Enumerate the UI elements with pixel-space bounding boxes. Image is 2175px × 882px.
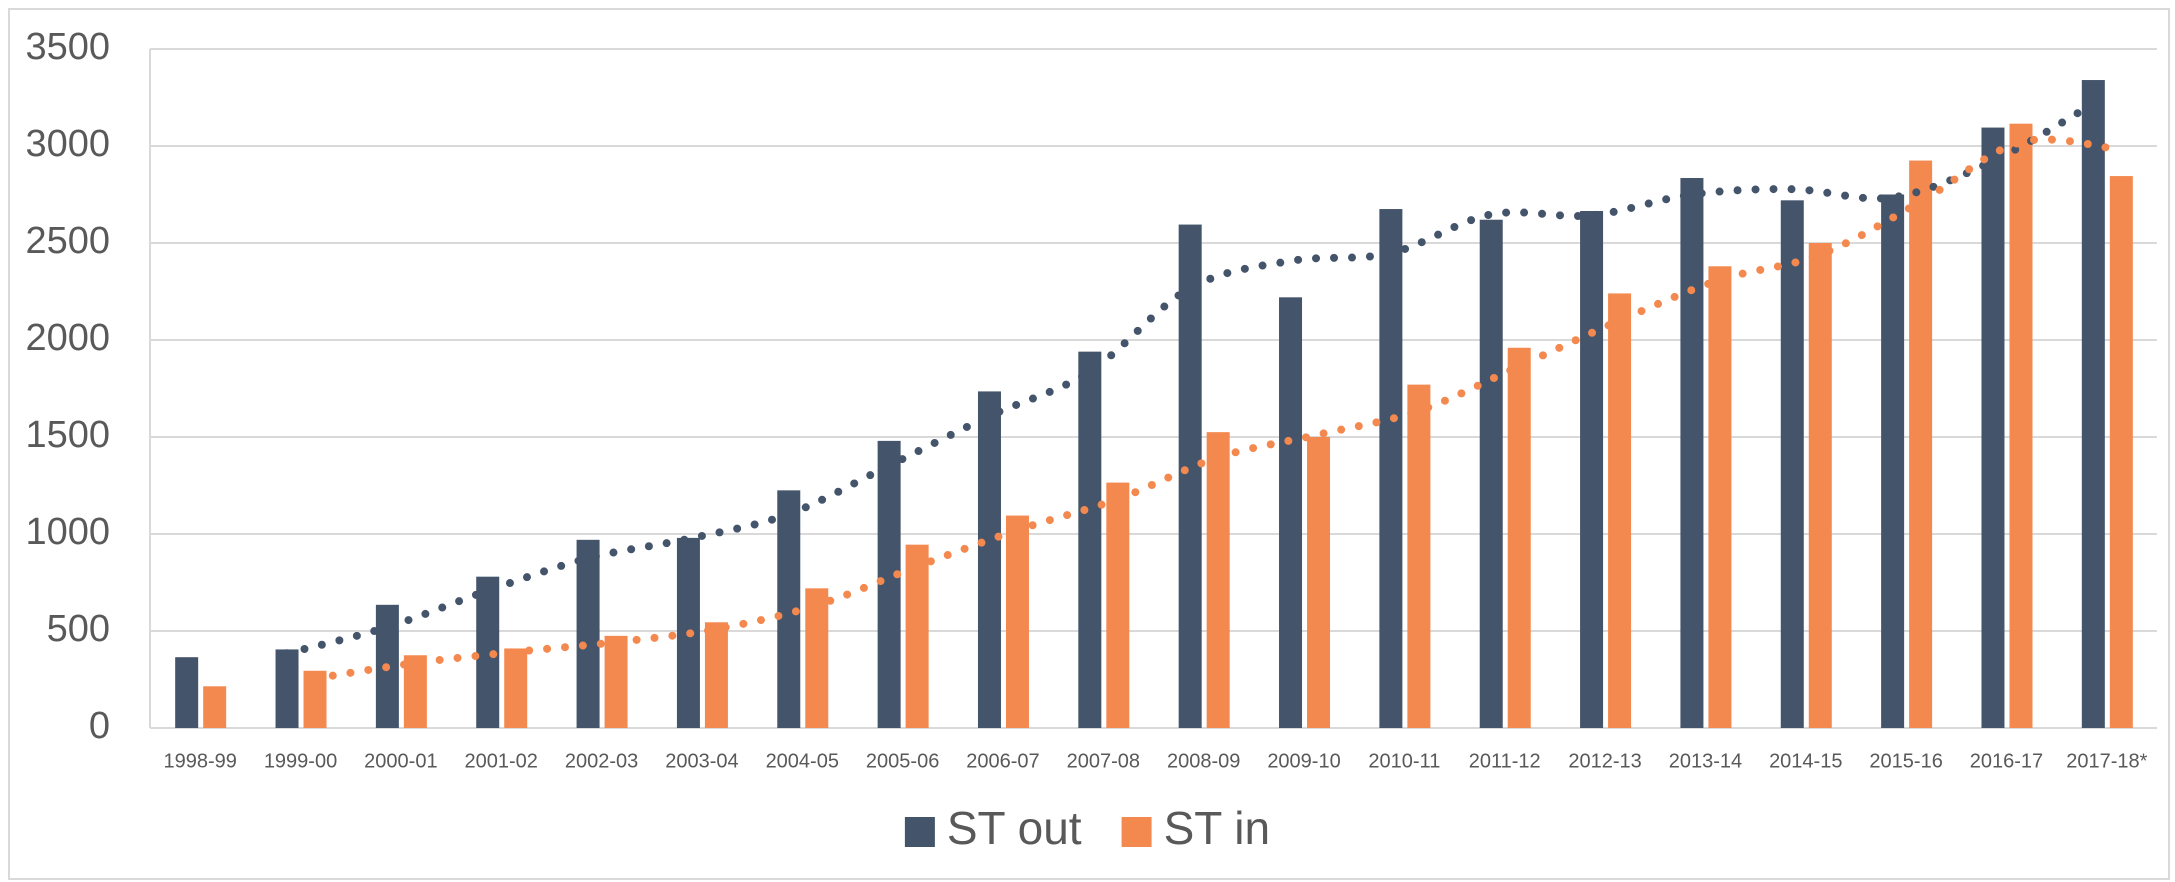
bar	[1206, 432, 1230, 728]
y-tick-label: 2000	[25, 317, 110, 359]
bar	[977, 391, 1001, 728]
y-tick-label: 3500	[25, 26, 110, 68]
bar	[1881, 194, 1905, 728]
bar	[1005, 515, 1029, 728]
bar	[2009, 123, 2033, 728]
bar	[2109, 176, 2133, 728]
x-tick-label: 2003-04	[665, 750, 738, 772]
bar	[576, 539, 600, 728]
bar	[905, 544, 929, 728]
bar	[1279, 297, 1303, 728]
y-tick-label: 3000	[25, 123, 110, 165]
legend-swatch	[904, 817, 935, 847]
x-tick-label: 2008-09	[1167, 750, 1240, 772]
x-tick-label: 2015-16	[1869, 750, 1942, 772]
x-tick-label: 2009-10	[1267, 750, 1340, 772]
bar	[303, 670, 327, 728]
bar	[1407, 384, 1431, 728]
y-tick-label: 1000	[25, 511, 110, 553]
bar	[1808, 243, 1832, 728]
bar	[1178, 224, 1202, 728]
bar	[275, 649, 299, 728]
bar	[203, 686, 227, 728]
bar	[1307, 437, 1331, 728]
bar	[1078, 351, 1102, 728]
y-tick-label: 2500	[25, 220, 110, 262]
x-tick-label: 2005-06	[866, 750, 939, 772]
y-tick-label: 1500	[25, 414, 110, 456]
x-tick-label: 1999-00	[264, 750, 337, 772]
x-tick-label: 2017-18*	[2066, 750, 2147, 772]
x-tick-label: 2007-08	[1067, 750, 1140, 772]
x-tick-label: 2000-01	[364, 750, 437, 772]
y-tick-label: 500	[47, 608, 110, 650]
bar	[1909, 160, 1933, 729]
bar	[175, 657, 199, 728]
bar	[805, 588, 829, 728]
bar	[604, 635, 628, 728]
x-tick-label: 2010-11	[1368, 750, 1440, 772]
trendline	[283, 99, 2098, 658]
bar	[504, 648, 528, 728]
bar	[704, 622, 728, 728]
bar	[1379, 209, 1403, 729]
x-tick-label: 2004-05	[766, 750, 839, 772]
bar	[403, 655, 427, 728]
bar	[1106, 482, 1130, 728]
legend-swatch	[1121, 817, 1152, 847]
bar	[1580, 210, 1604, 729]
x-tick-label: 2012-13	[1568, 750, 1641, 772]
chart-border	[8, 8, 2170, 880]
x-tick-label: 2016-17	[1970, 750, 2043, 772]
bar	[1708, 266, 1732, 728]
x-tick-label: 2001-02	[465, 750, 538, 772]
bar	[777, 490, 801, 728]
y-tick-label: 0	[89, 705, 110, 747]
bar	[1507, 347, 1531, 728]
legend-label: ST out	[947, 802, 1082, 854]
x-tick-label: 2014-15	[1769, 750, 1842, 772]
bar	[877, 440, 901, 728]
bar	[476, 576, 500, 728]
x-tick-label: 2002-03	[565, 750, 638, 772]
x-tick-label: 2011-12	[1469, 750, 1541, 772]
trendline	[311, 135, 2126, 683]
bar	[1479, 219, 1503, 728]
legend-label: ST in	[1164, 802, 1271, 854]
bar	[1680, 178, 1704, 728]
x-tick-label: 2013-14	[1669, 750, 1742, 772]
bar	[1780, 200, 1804, 728]
bar	[1981, 127, 2005, 728]
x-tick-label: 1998-99	[163, 750, 236, 772]
bar	[1608, 293, 1632, 728]
x-tick-label: 2006-07	[966, 750, 1039, 772]
bar	[2081, 80, 2105, 729]
